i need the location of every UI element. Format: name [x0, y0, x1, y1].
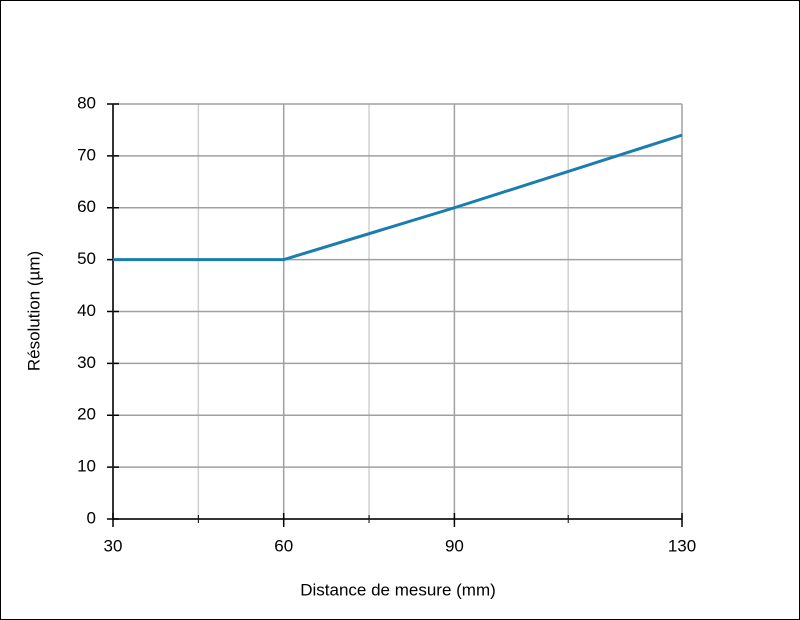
x-tick-label: 30 — [104, 536, 123, 555]
y-tick-label: 10 — [77, 457, 96, 476]
x-tick-label: 90 — [445, 536, 464, 555]
x-tick-label: 130 — [668, 536, 696, 555]
y-tick-label: 50 — [77, 249, 96, 268]
x-tick-label: 60 — [274, 536, 293, 555]
y-tick-label: 70 — [77, 145, 96, 164]
x-axis-label: Distance de mesure (mm) — [300, 580, 496, 599]
y-tick-label: 20 — [77, 405, 96, 424]
y-tick-label: 80 — [77, 93, 96, 112]
y-tick-label: 40 — [77, 301, 96, 320]
y-tick-label: 0 — [87, 508, 96, 527]
data-line — [113, 133, 683, 262]
y-tick-label: 30 — [77, 353, 96, 372]
y-axis-label: Résolution (µm) — [24, 251, 43, 371]
y-tick-label: 60 — [77, 197, 96, 216]
